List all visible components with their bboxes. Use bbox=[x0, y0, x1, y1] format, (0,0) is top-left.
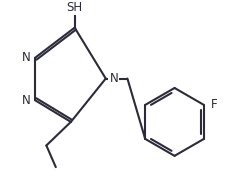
Text: N: N bbox=[22, 94, 30, 107]
Text: N: N bbox=[110, 72, 118, 85]
Text: F: F bbox=[211, 98, 217, 111]
Text: SH: SH bbox=[67, 1, 83, 14]
Text: N: N bbox=[22, 51, 30, 64]
